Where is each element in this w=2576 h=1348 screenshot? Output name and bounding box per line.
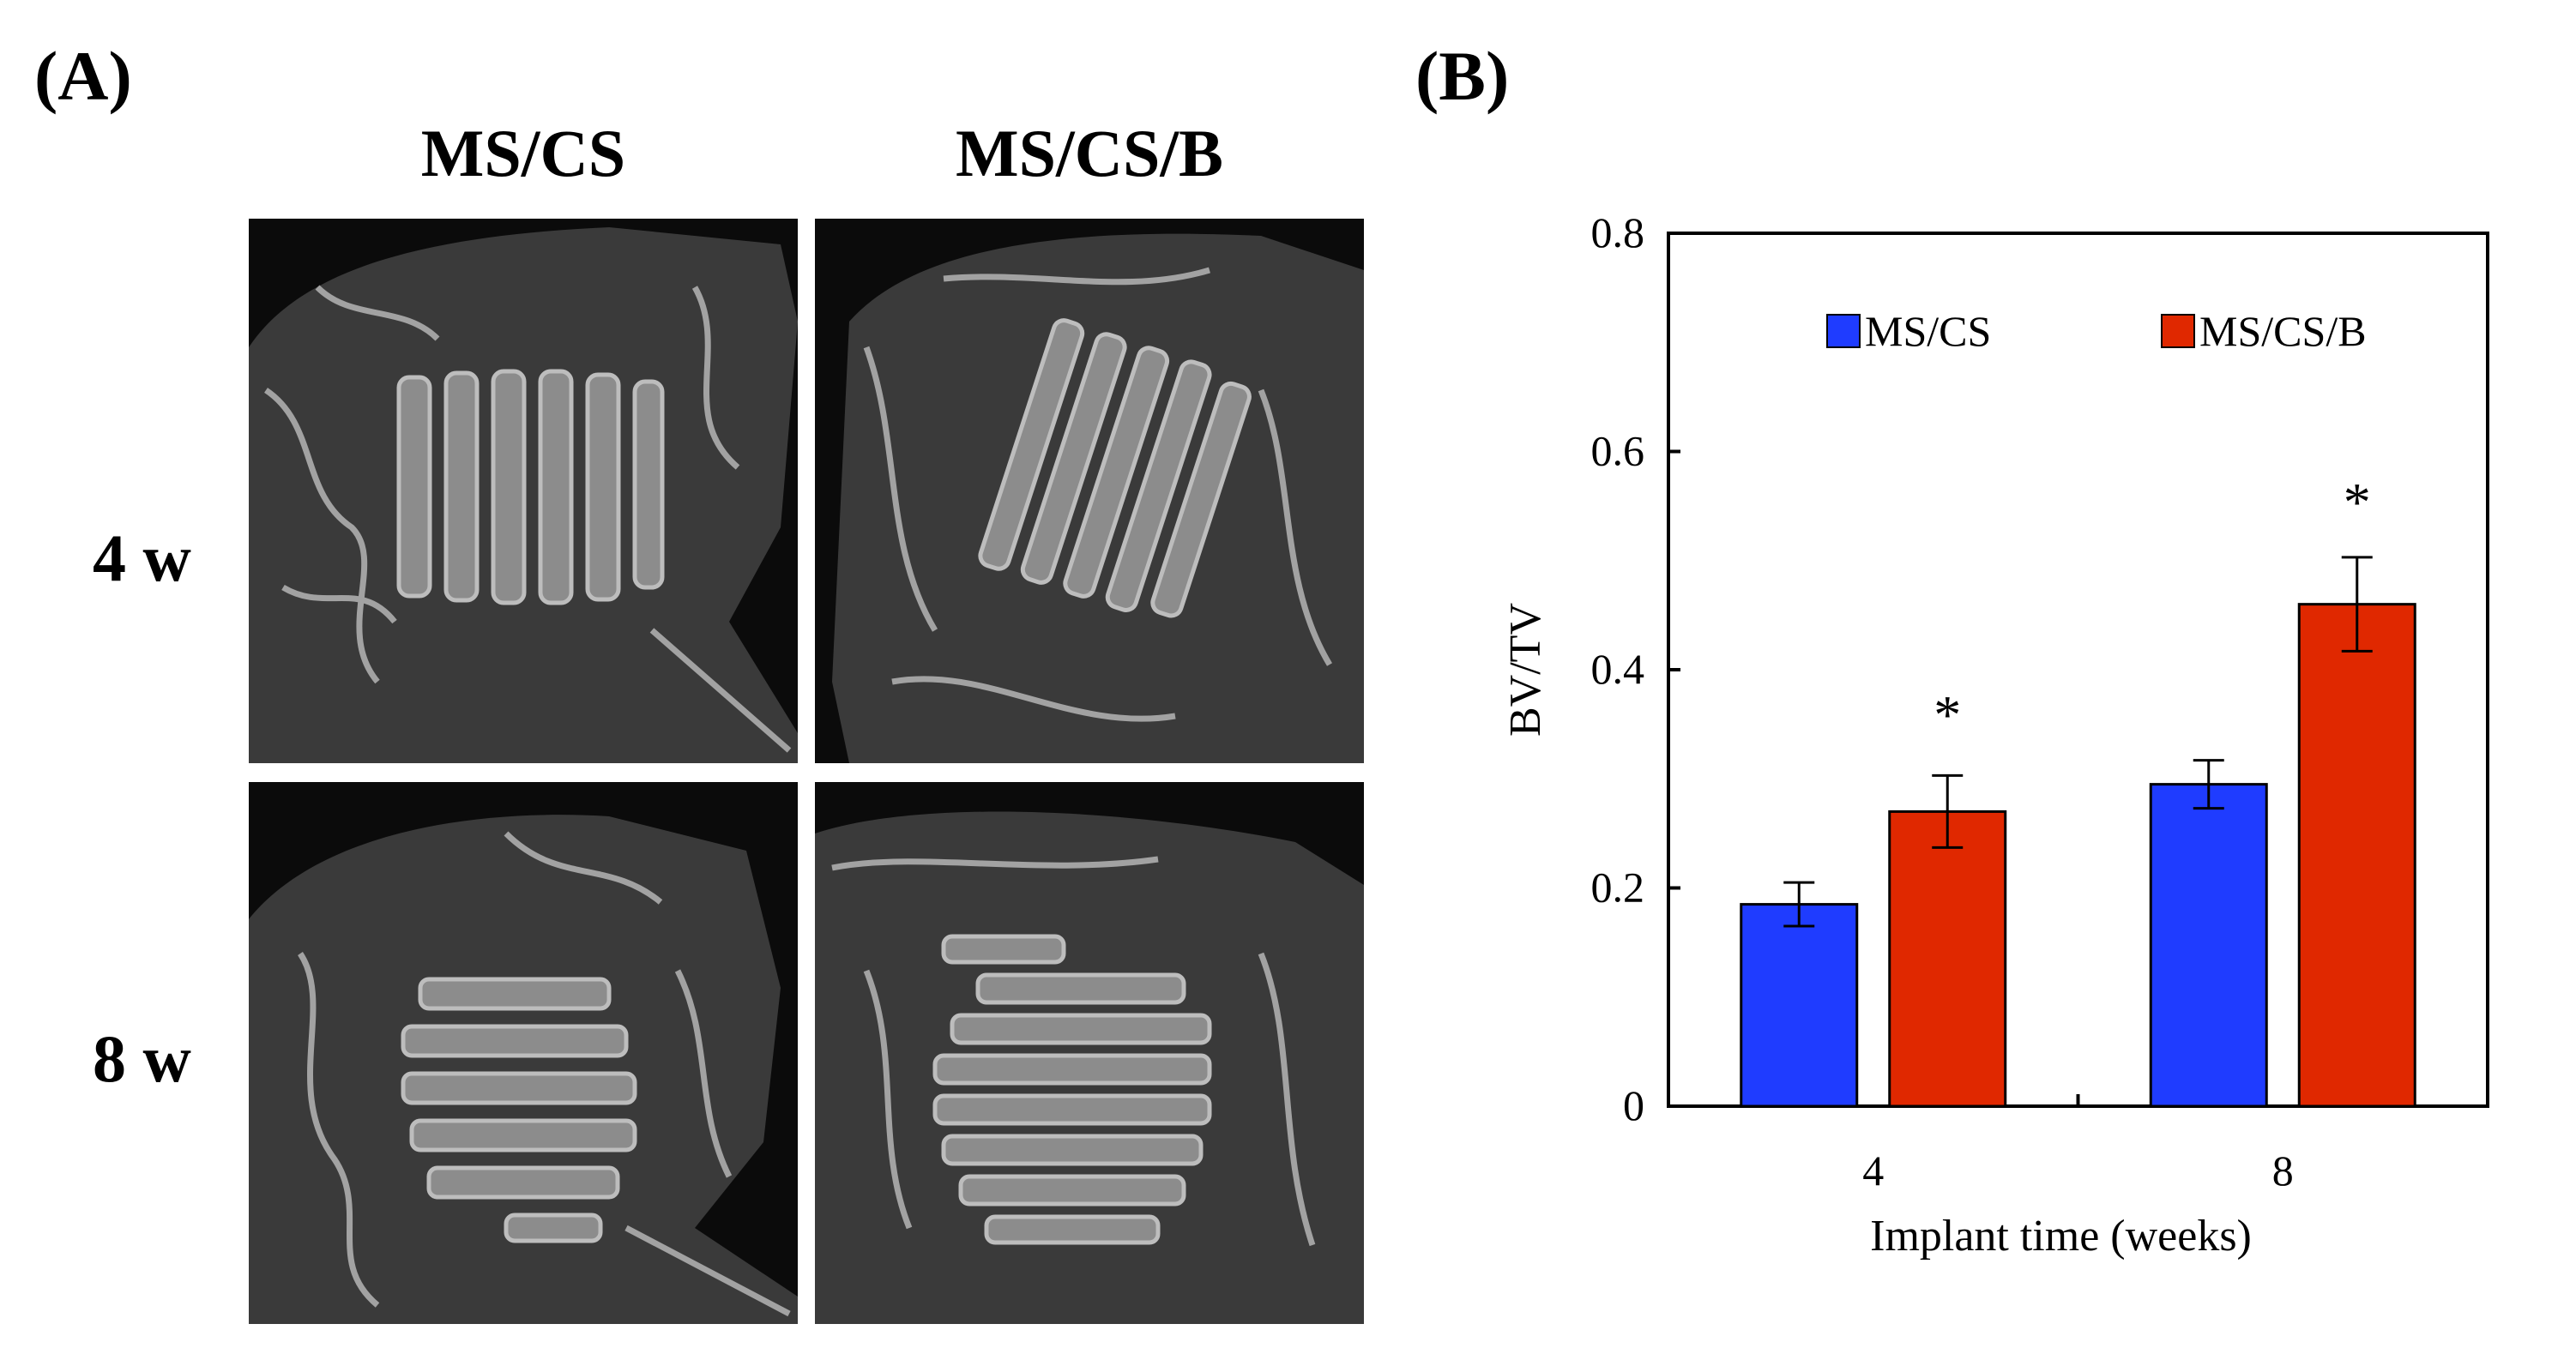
x-tick-label: 4 (1862, 1146, 1884, 1195)
row-label-8w: 8 w (93, 1021, 191, 1096)
bar (1888, 809, 2007, 1108)
legend-label: MS/CS/B (2199, 307, 2367, 355)
ct-image-ms-cs-8w (249, 782, 798, 1324)
y-tick-label: 0.6 (1591, 427, 1645, 475)
legend-label: MS/CS (1865, 307, 1991, 355)
legend-swatch (1826, 314, 1861, 348)
bar (1740, 903, 1859, 1108)
y-tick-label: 0.2 (1591, 864, 1645, 912)
significance-asterisk: * (2344, 472, 2371, 533)
x-axis-label: Implant time (weeks) (1870, 1212, 2252, 1261)
panel-a-label: (A) (34, 37, 132, 115)
x-tick-label: 8 (2272, 1146, 2294, 1195)
y-tick-label: 0.8 (1591, 208, 1645, 256)
y-tick-label: 0.4 (1591, 645, 1645, 693)
row-label-4w: 4 w (93, 521, 191, 595)
panel-b-label: (B) (1415, 37, 1510, 115)
bar (2149, 783, 2268, 1108)
y-axis-label: BV/TV (1501, 603, 1550, 737)
column-label-ms-cs: MS/CS (420, 116, 626, 190)
significance-asterisk: * (1934, 684, 1961, 745)
y-tick-label: 0 (1623, 1081, 1644, 1129)
bar (2297, 603, 2416, 1108)
column-label-ms-cs-b: MS/CS/B (955, 116, 1224, 190)
ct-image-ms-cs-b-8w (815, 782, 1364, 1324)
ct-image-ms-cs-b-4w (815, 219, 1364, 763)
legend-swatch (2161, 314, 2195, 348)
ct-image-ms-cs-4w (249, 219, 798, 763)
